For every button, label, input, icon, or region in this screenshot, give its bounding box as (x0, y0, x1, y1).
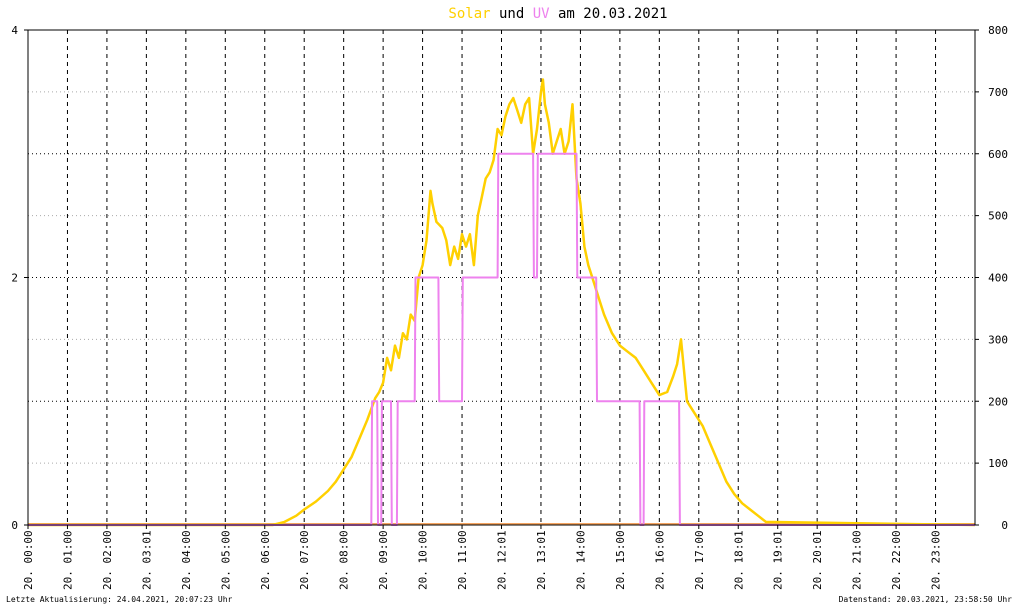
x-tick-label: 20. 04:00 (180, 530, 193, 590)
right-tick-label: 100 (988, 457, 1008, 470)
x-tick-label: 20. 06:00 (259, 530, 272, 590)
x-tick-label: 20. 11:00 (456, 530, 469, 590)
right-tick-label: 800 (988, 24, 1008, 37)
x-tick-label: 20. 15:00 (614, 530, 627, 590)
footer-last-update: Letzte Aktualisierung: 24.04.2021, 20:07… (6, 595, 233, 604)
right-tick-label: 0 (1001, 519, 1008, 532)
x-tick-label: 20. 03:01 (140, 530, 153, 590)
x-tick-label: 20. 08:00 (338, 530, 351, 590)
right-tick-label: 400 (988, 272, 1008, 285)
x-tick-label: 20. 17:00 (693, 530, 706, 590)
x-axis: 20. 00:00 20. 01:00 20. 02:00 20. 03:01 20. … (22, 525, 943, 590)
x-tick-label: 20. 18:01 (732, 530, 745, 590)
x-tick-label: 20. 23:00 (930, 530, 943, 590)
grid-lines (28, 30, 975, 525)
series-solar-line (28, 78, 976, 527)
x-tick-label: 20. 00:00 (22, 530, 35, 590)
x-tick-label: 20. 09:00 (377, 530, 390, 590)
title-und: und (491, 6, 533, 22)
title-date: am 20.03.2021 (550, 6, 668, 22)
x-tick-label: 20. 14:00 (574, 530, 587, 590)
right-tick-label: 300 (988, 333, 1008, 346)
x-tick-label: 20. 12:01 (496, 530, 509, 590)
left-y-axis: 0 2 4 (11, 24, 28, 532)
x-tick-label: 20. 01:00 (61, 530, 74, 590)
title-solar: Solar (448, 6, 490, 22)
right-tick-label: 700 (988, 86, 1008, 99)
series-lines (28, 78, 976, 527)
footer-data-status: Datenstand: 20.03.2021, 23:58:50 Uhr (839, 595, 1013, 604)
series-uv-line (28, 152, 975, 526)
x-tick-label: 20. 22:00 (890, 530, 903, 590)
right-tick-label: 500 (988, 210, 1008, 223)
left-tick-label: 2 (11, 272, 18, 285)
left-tick-label: 4 (11, 24, 18, 37)
x-tick-label: 20. 16:00 (653, 530, 666, 590)
right-tick-label: 600 (988, 148, 1008, 161)
x-tick-label: 20. 13:01 (535, 530, 548, 590)
x-tick-label: 20. 02:00 (101, 530, 114, 590)
x-tick-label: 20. 10:00 (417, 530, 430, 590)
left-tick-label: 0 (11, 519, 18, 532)
x-tick-label: 20. 19:01 (772, 530, 785, 590)
x-tick-label: 20. 21:00 (851, 530, 864, 590)
right-tick-label: 200 (988, 395, 1008, 408)
x-tick-label: 20. 20:01 (811, 530, 824, 590)
chart-title: Solar und UV am 20.03.2021 (448, 6, 667, 22)
x-tick-label: 20. 05:00 (219, 530, 232, 590)
right-y-axis: 0 100 200 300 400 500 600 700 800 (975, 24, 1008, 532)
title-uv: UV (533, 6, 550, 22)
x-tick-label: 20. 07:00 (298, 530, 311, 590)
